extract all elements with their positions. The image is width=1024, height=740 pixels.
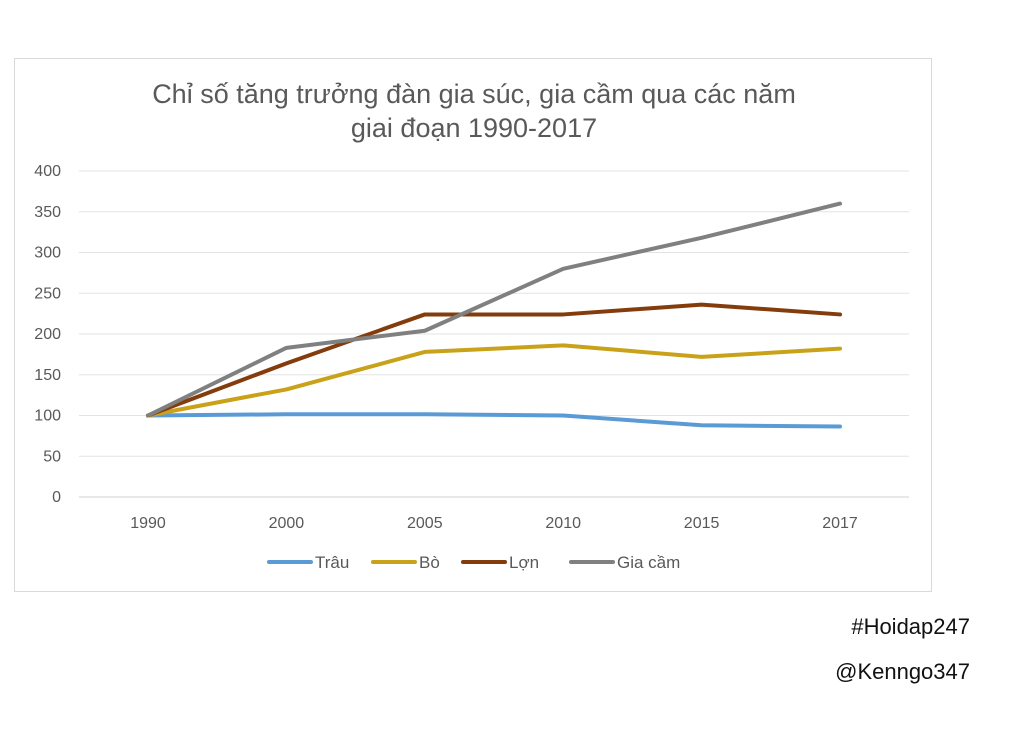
watermark-hashtag: #Hoidap247 bbox=[851, 614, 970, 639]
legend: Trâu Bò Lợn Gia cầm bbox=[267, 553, 680, 572]
y-axis-ticks: 0 50 100 150 200 250 300 350 400 bbox=[34, 163, 61, 506]
y-tick-label: 350 bbox=[34, 204, 61, 221]
y-tick-label: 0 bbox=[52, 489, 61, 506]
y-tick-label: 100 bbox=[34, 408, 61, 425]
series-line-trâu bbox=[146, 412, 842, 429]
chart-title-line: giai đoạn 1990-2017 bbox=[351, 113, 597, 143]
y-tick-label: 200 bbox=[34, 326, 61, 343]
x-tick-label: 2015 bbox=[684, 515, 720, 532]
line-chart: Chỉ số tăng trưởng đàn gia súc, gia cầm … bbox=[34, 79, 909, 572]
x-tick-label: 2010 bbox=[545, 515, 581, 532]
chart-title-line: Chỉ số tăng trưởng đàn gia súc, gia cầm … bbox=[152, 79, 796, 109]
y-tick-label: 300 bbox=[34, 245, 61, 262]
x-axis-ticks: 1990 2000 2005 2010 2015 2017 bbox=[130, 515, 858, 532]
legend-label: Trâu bbox=[315, 553, 349, 572]
legend-label: Gia cầm bbox=[617, 553, 680, 572]
watermark-handle: @Kenngo347 bbox=[835, 659, 970, 684]
y-tick-label: 50 bbox=[43, 448, 61, 465]
x-tick-label: 2017 bbox=[822, 515, 858, 532]
y-tick-label: 400 bbox=[34, 163, 61, 180]
series-line-gia-cầm bbox=[146, 201, 842, 418]
gridlines bbox=[79, 170, 909, 498]
chart-frame: Chỉ số tăng trưởng đàn gia súc, gia cầm … bbox=[14, 58, 932, 592]
y-tick-label: 250 bbox=[34, 285, 61, 302]
x-tick-label: 1990 bbox=[130, 515, 166, 532]
series-line-lợn bbox=[146, 302, 842, 418]
x-tick-label: 2000 bbox=[269, 515, 305, 532]
legend-label: Lợn bbox=[509, 553, 539, 572]
y-tick-label: 150 bbox=[34, 367, 61, 384]
chart-title: Chỉ số tăng trưởng đàn gia súc, gia cầm … bbox=[152, 79, 796, 143]
series-lines bbox=[146, 201, 842, 429]
legend-label: Bò bbox=[419, 553, 440, 572]
x-tick-label: 2005 bbox=[407, 515, 443, 532]
series-line-bò bbox=[146, 343, 842, 418]
